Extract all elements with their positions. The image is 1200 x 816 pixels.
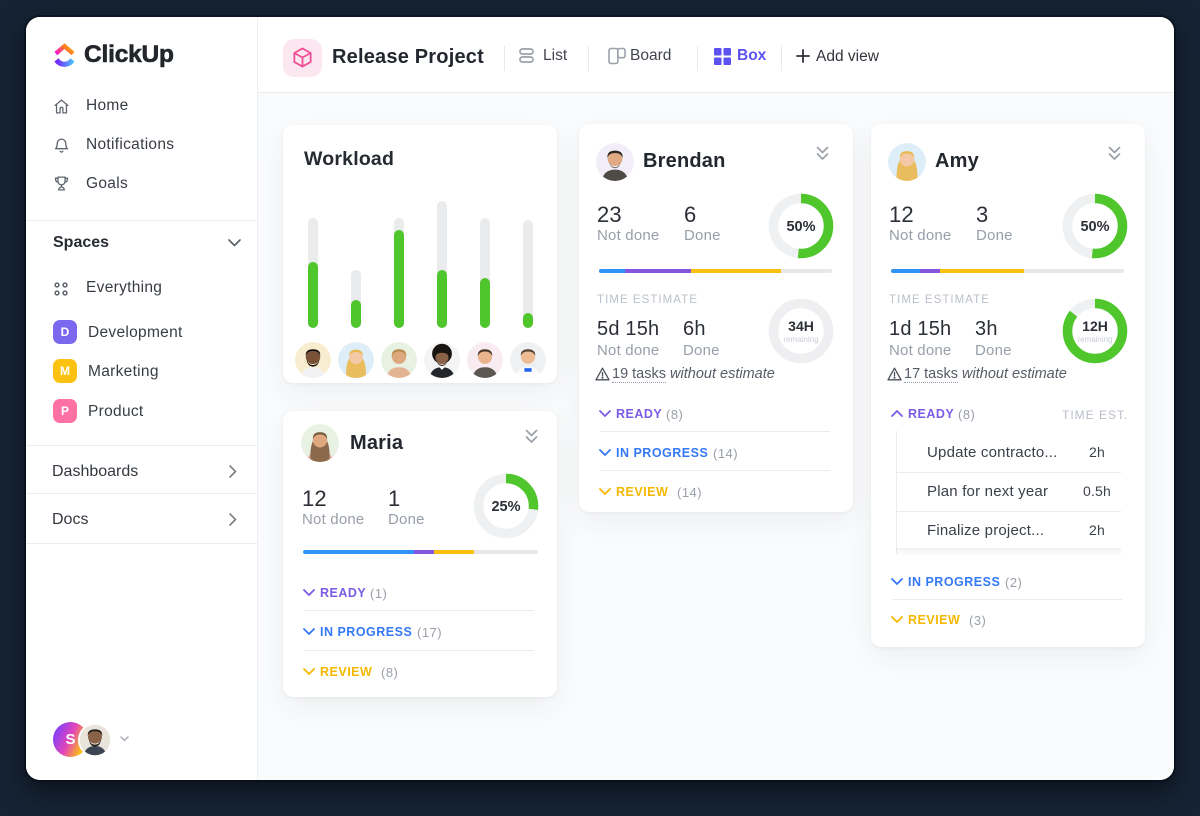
svg-text:12H: 12H [1082,318,1108,334]
svg-text:34H: 34H [788,318,814,334]
svg-text:25%: 25% [491,499,520,515]
svg-text:remaining: remaining [1077,335,1112,344]
svg-text:remaining: remaining [783,335,818,344]
svg-text:50%: 50% [1080,219,1109,235]
svg-text:50%: 50% [786,219,815,235]
